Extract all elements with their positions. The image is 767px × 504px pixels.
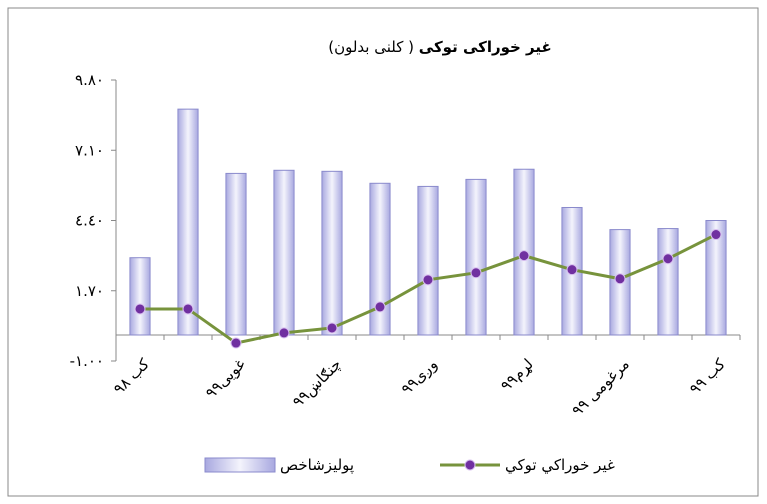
point — [614, 273, 626, 285]
title: غیر خوراکی توکی — [419, 38, 552, 56]
bar — [225, 172, 247, 336]
bar — [705, 220, 727, 336]
point — [470, 267, 482, 279]
legend-swatch — [204, 457, 276, 473]
bar — [273, 169, 295, 336]
point — [422, 274, 434, 286]
y-tick-label: ۹.۸۰ — [75, 71, 104, 89]
point — [230, 337, 242, 349]
point — [518, 250, 530, 262]
point — [374, 301, 386, 313]
bar — [465, 178, 487, 336]
y-tick-label: ٤.٤٠ — [75, 212, 104, 230]
point — [662, 253, 674, 265]
legend-label: پولیزشاخص — [280, 456, 354, 475]
bar — [321, 170, 343, 336]
legend-label: غير خوراكي توكي — [505, 456, 615, 475]
point — [134, 303, 146, 315]
subtitle: ( کلنی بدلون) — [328, 38, 414, 56]
chart-title: غیر خوراکی توکی ( کلنی بدلون) — [328, 38, 552, 56]
y-tick-label: ۷.۱۰ — [75, 141, 104, 159]
bar — [417, 185, 439, 336]
bar — [369, 182, 391, 336]
bar — [177, 108, 199, 336]
point — [566, 264, 578, 276]
point — [326, 322, 338, 334]
legend-marker — [464, 459, 476, 471]
y-tick-label: -۱.۰۰ — [70, 352, 104, 370]
point — [182, 303, 194, 315]
point — [278, 327, 290, 339]
point — [710, 229, 722, 241]
bar — [657, 228, 679, 336]
bar — [129, 257, 151, 336]
y-tick-label: ۱.۷۰ — [75, 282, 104, 300]
